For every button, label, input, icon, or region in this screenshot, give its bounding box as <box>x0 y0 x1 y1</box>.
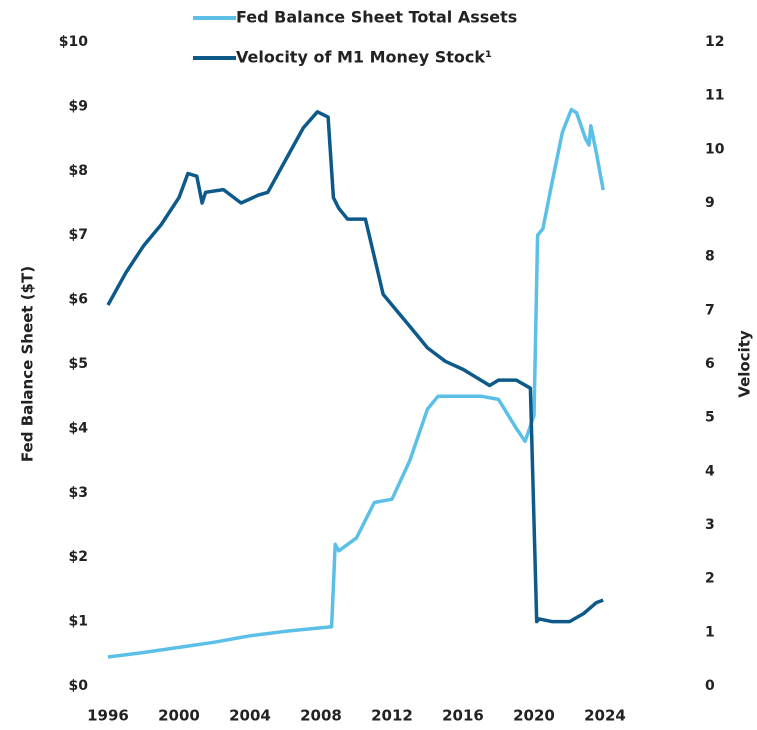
y2-tick-label: 3 <box>705 517 715 533</box>
y-tick-label: $7 <box>69 227 88 243</box>
x-tick-label: 2000 <box>158 707 200 725</box>
y-tick-label: $5 <box>69 356 88 372</box>
y-axis-title: Fed Balance Sheet ($T) <box>19 266 37 462</box>
y2-tick-label: 7 <box>705 302 715 318</box>
y2-tick-label: 0 <box>705 678 715 694</box>
x-tick-label: 1996 <box>87 707 129 725</box>
y2-tick-label: 10 <box>705 141 725 157</box>
x-tick-label: 2016 <box>442 707 484 725</box>
x-tick-label: 2024 <box>584 707 626 725</box>
x-tick-label: 2008 <box>300 707 342 725</box>
y2-tick-label: 2 <box>705 571 715 587</box>
x-tick-label: 2004 <box>229 707 271 725</box>
y2-tick-label: 6 <box>705 356 715 372</box>
y2-tick-label: 11 <box>705 88 724 104</box>
y2-tick-label: 1 <box>705 624 715 640</box>
series-line <box>106 110 604 624</box>
y2-tick-label: 5 <box>705 410 715 426</box>
y2-tick-label: 12 <box>705 34 724 50</box>
y-tick-label: $1 <box>69 614 88 630</box>
y2-tick-label: 8 <box>705 249 715 265</box>
y-tick-label: $9 <box>69 98 88 114</box>
y-tick-label: $0 <box>69 678 89 694</box>
y-tick-label: $6 <box>69 292 88 308</box>
y-tick-label: $8 <box>69 163 88 179</box>
y-tick-label: $2 <box>69 549 88 565</box>
x-tick-label: 2020 <box>513 707 555 725</box>
series-line <box>107 107 605 659</box>
legend-label: Fed Balance Sheet Total Assets <box>236 8 517 27</box>
x-tick-label: 2012 <box>371 707 413 725</box>
y-tick-label: $4 <box>69 420 89 436</box>
y-tick-label: $10 <box>59 34 88 50</box>
y2-axis-title: Velocity <box>736 330 754 398</box>
y-tick-label: $3 <box>69 485 88 501</box>
y2-tick-label: 9 <box>705 195 715 211</box>
y2-tick-label: 4 <box>705 463 715 479</box>
legend-label: Velocity of M1 Money Stock¹ <box>236 48 492 67</box>
